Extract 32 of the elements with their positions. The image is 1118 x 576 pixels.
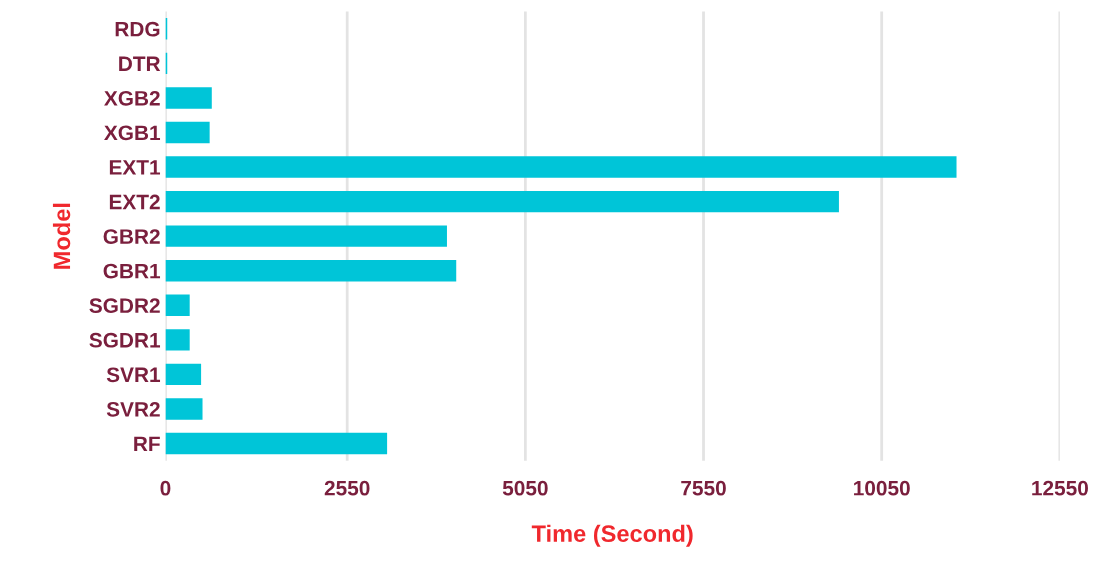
y-tick-label: EXT2 xyxy=(109,194,160,210)
y-tick-label: GBR2 xyxy=(103,229,160,244)
y-tick-label: XGB1 xyxy=(104,125,161,141)
bar xyxy=(165,225,447,247)
x-tick-label: 0 xyxy=(160,480,171,496)
bar xyxy=(165,190,839,213)
bar xyxy=(165,329,190,351)
y-axis-title: Model xyxy=(52,203,71,269)
bar xyxy=(165,294,190,316)
bar xyxy=(165,432,388,455)
bar xyxy=(165,156,957,178)
x-tick-label: 2550 xyxy=(324,480,370,496)
bar xyxy=(165,87,212,109)
bar xyxy=(165,363,202,386)
y-tick-label: XGB2 xyxy=(104,90,160,106)
bar xyxy=(165,121,210,144)
x-tick-label: 12550 xyxy=(1032,480,1088,496)
x-tick-label: 7550 xyxy=(681,480,726,496)
bar xyxy=(165,398,203,420)
y-tick-label: SVR1 xyxy=(106,367,161,383)
y-tick-label: SGDR1 xyxy=(89,332,161,348)
x-tick-label: 10050 xyxy=(854,480,910,496)
y-tick-label: SGDR2 xyxy=(89,298,160,314)
y-tick-label: GBR1 xyxy=(103,263,161,279)
x-axis-title: Time (Second) xyxy=(531,524,693,547)
x-tick-label: 5050 xyxy=(502,480,548,496)
y-tick-label: EXT1 xyxy=(109,160,161,175)
y-tick-label: SVR2 xyxy=(106,401,160,417)
y-tick-label: DTR xyxy=(119,56,161,71)
y-tick-label: RDG xyxy=(115,21,160,37)
bar xyxy=(165,260,457,282)
y-tick-label: RF xyxy=(134,436,160,452)
